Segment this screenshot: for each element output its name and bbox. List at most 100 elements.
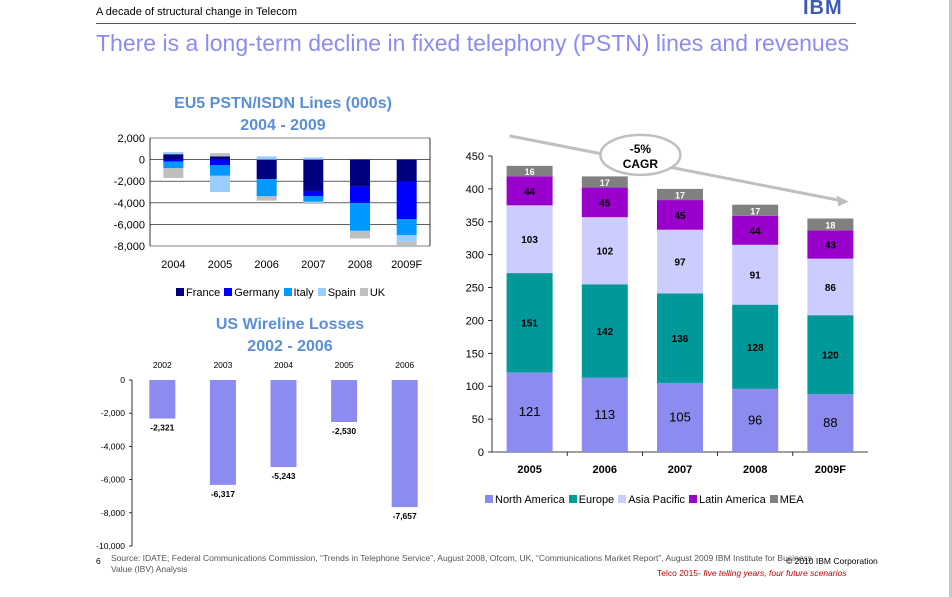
eu5-bar-segment bbox=[163, 154, 184, 160]
global-value-label: 97 bbox=[674, 258, 686, 269]
eu5-bar-segment bbox=[396, 219, 417, 236]
eu5-legend-swatch-0 bbox=[176, 288, 184, 296]
global-ytick-label: 300 bbox=[466, 250, 484, 262]
eu5-bar-segment bbox=[163, 159, 184, 162]
us-bar bbox=[270, 380, 297, 468]
global-ytick-label: 0 bbox=[478, 447, 484, 459]
us-bar bbox=[209, 380, 236, 485]
eu5-xtick-label: 2007 bbox=[301, 259, 325, 271]
global-legend-swatch-4 bbox=[769, 495, 778, 503]
global-ytick-label: 50 bbox=[472, 414, 484, 426]
eu5-bar-segment bbox=[350, 230, 370, 232]
global-legend-label-4: MEA bbox=[779, 494, 804, 506]
eu5-legend: France Germany Italy Spain UK bbox=[172, 287, 385, 299]
global-value-label: 17 bbox=[675, 190, 685, 200]
eu5-xtick-label: 2005 bbox=[208, 259, 232, 271]
global-value-label: 17 bbox=[600, 178, 610, 188]
eu5-bar-segment bbox=[256, 159, 277, 180]
global-xtick-label: 2009F bbox=[815, 464, 846, 476]
us-xtick-label: 2006 bbox=[395, 360, 414, 370]
eu5-bar-segment bbox=[350, 231, 370, 239]
global-bar-segment bbox=[657, 229, 703, 294]
global-value-label: 45 bbox=[599, 198, 611, 209]
global-ytick-label: 150 bbox=[466, 348, 484, 360]
us-ytick-label: -10,000 bbox=[96, 541, 125, 551]
global-bar-segment bbox=[732, 215, 779, 245]
eu5-bar-segment bbox=[163, 168, 184, 178]
global-legend-swatch-2 bbox=[618, 495, 627, 503]
eu5-bar-segment bbox=[396, 235, 417, 242]
global-value-label: 136 bbox=[672, 334, 689, 345]
eu5-legend-label-1: Germany bbox=[234, 287, 280, 299]
global-bar-segment bbox=[657, 382, 703, 452]
source-note: Source: IDATE; Federal Communications Co… bbox=[111, 553, 812, 574]
global-value-label: 151 bbox=[521, 319, 538, 330]
global-legend-swatch-1 bbox=[568, 495, 577, 503]
us-ytick-label: 0 bbox=[120, 375, 125, 385]
slide-title: There is a long-term decline in fixed te… bbox=[96, 30, 849, 56]
global-bar-segment bbox=[732, 244, 779, 305]
tagline-prefix: Telco 2015- bbox=[657, 568, 704, 578]
global-bar-segment bbox=[581, 217, 628, 285]
global-value-label: 16 bbox=[525, 167, 535, 177]
us-xtick-label: 2003 bbox=[213, 360, 232, 370]
global-bar-segment bbox=[581, 176, 628, 188]
global-bar-segment bbox=[732, 304, 779, 389]
global-ytick-label: 100 bbox=[466, 381, 484, 393]
eu5-bar-segment bbox=[303, 201, 324, 204]
global-value-label: 103 bbox=[521, 235, 538, 246]
tagline: Telco 2015- five telling years, four fut… bbox=[657, 568, 846, 578]
global-value-label: 113 bbox=[594, 407, 615, 422]
eu5-ytick-label: -2,000 bbox=[114, 176, 145, 188]
us-ytick-label: -4,000 bbox=[101, 441, 125, 451]
cagr-trend-arrow bbox=[509, 134, 841, 202]
global-value-label: 45 bbox=[674, 211, 686, 222]
global-value-label: 142 bbox=[596, 327, 613, 338]
global-bar-segment bbox=[807, 218, 854, 231]
global-bar-segment bbox=[807, 394, 854, 452]
global-legend-swatch-3 bbox=[689, 495, 698, 503]
global-legend-label-3: Latin America bbox=[699, 494, 766, 506]
eu5-legend-swatch-4 bbox=[359, 288, 368, 296]
eu5-chart-title: EU5 PSTN/ISDN Lines (000s) 2004 - 2009 bbox=[150, 93, 416, 137]
global-xtick-label: 2006 bbox=[593, 464, 617, 476]
us-value-label: -2,530 bbox=[332, 426, 356, 436]
us-title-line1: US Wireline Losses bbox=[215, 316, 365, 333]
slide-edge bbox=[949, 0, 952, 597]
global-value-label: 17 bbox=[750, 206, 760, 216]
eu5-legend-label-4: UK bbox=[369, 287, 386, 299]
global-ytick-label: 450 bbox=[466, 151, 484, 163]
eu5-xtick-label: 2006 bbox=[254, 259, 278, 271]
global-value-label: 88 bbox=[823, 415, 837, 430]
eu5-ytick-label: -8,000 bbox=[114, 241, 145, 253]
global-bar-segment bbox=[732, 388, 779, 452]
global-bar-segment bbox=[506, 165, 553, 177]
eu5-bar-segment bbox=[210, 175, 230, 192]
global-bar-segment bbox=[581, 187, 628, 218]
global-chart: 0 50 100 150 200 250 300 350 400 450 121 151 103 44 16… bbox=[466, 133, 868, 476]
eu5-bar-segment bbox=[256, 179, 277, 197]
global-xtick-label: 2008 bbox=[743, 464, 767, 476]
eu5-bar-segment bbox=[350, 202, 370, 231]
eu5-bar-segment bbox=[303, 157, 324, 160]
eu5-bar-segment bbox=[396, 241, 417, 248]
eu5-ytick-label: 0 bbox=[139, 155, 145, 167]
global-xtick-label: 2007 bbox=[668, 464, 692, 476]
eu5-bar-segment bbox=[256, 156, 277, 160]
eu5-legend-label-0: France bbox=[186, 287, 221, 299]
us-bar bbox=[331, 380, 358, 422]
eu5-xtick-label: 2008 bbox=[348, 259, 372, 271]
global-value-label: 102 bbox=[596, 247, 613, 258]
eu5-bar-segment bbox=[303, 159, 324, 191]
global-bar-segment bbox=[506, 176, 553, 206]
us-value-label: -7,657 bbox=[393, 511, 417, 521]
eu5-legend-label-3: Spain bbox=[327, 287, 356, 299]
tagline-italic: five telling years, four future scenario… bbox=[703, 568, 847, 578]
global-bar-segment bbox=[807, 258, 854, 316]
cagr-label-line2: CAGR bbox=[623, 157, 659, 171]
global-bar-segment bbox=[506, 372, 553, 452]
eu5-bar-segment bbox=[396, 181, 417, 219]
global-bar-segment bbox=[581, 284, 628, 378]
global-bar-segment bbox=[657, 293, 703, 383]
global-value-label: 121 bbox=[519, 404, 541, 419]
